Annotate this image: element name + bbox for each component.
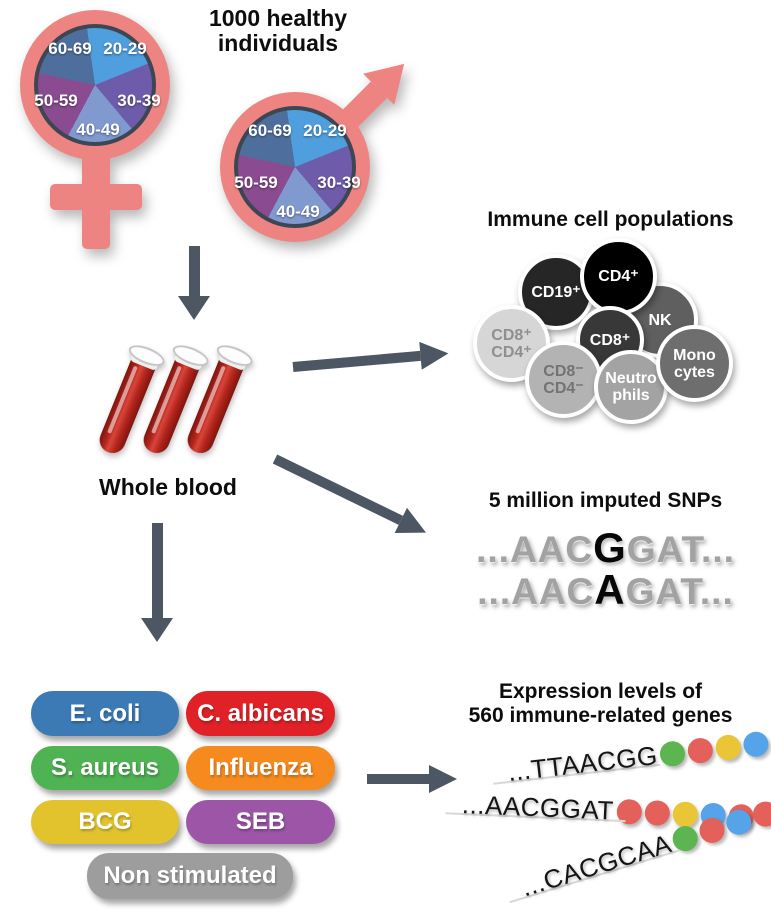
male-age-pie-chart	[234, 106, 356, 228]
expression-sequence: ...AACGGAT	[461, 788, 615, 826]
expression-dot-yellow	[714, 733, 743, 761]
stimulus-ecoli: E. coli	[31, 691, 179, 736]
cell-label-line2: CD4⁻	[543, 379, 584, 397]
expression-sequence: ...TTAACGG	[506, 739, 660, 787]
stimulus-label: C. albicans	[197, 699, 324, 727]
arrow-head	[178, 296, 210, 320]
stimulus-label: S. aureus	[50, 754, 160, 781]
arrow-down-blood-to-stimuli-icon	[141, 523, 173, 642]
snp-seq-post: GAT...	[626, 529, 735, 570]
expression-dot-blue	[723, 806, 755, 838]
stimulus-bcg: BCG	[31, 800, 179, 844]
cell-label-line1: Neutro	[605, 370, 657, 387]
arrow-shaft	[367, 774, 429, 784]
stimulus-label: Non stimulated	[103, 862, 277, 889]
immune-populations-title: Immune cell populations	[487, 208, 734, 231]
expression-sequence: ...CACGCAA	[517, 827, 675, 902]
arrow-head	[141, 618, 173, 642]
expression-dot-red	[686, 736, 715, 764]
cell-label: NK	[648, 311, 672, 329]
stimulus-s-aureus: S. aureus	[31, 746, 179, 790]
cell-label-line1: Mono	[673, 346, 716, 364]
expression-dot-green	[669, 822, 701, 854]
cell-label-line1: CD8⁺	[491, 326, 532, 344]
female-pie-label-50-59: 50-59	[34, 91, 78, 110]
cell-monocytes: Mono cytes	[656, 325, 733, 402]
female-pie-label-30-39: 30-39	[117, 91, 161, 110]
arrow-shaft	[188, 246, 200, 296]
arrow-right-stimuli-to-expression-icon	[367, 765, 457, 793]
cell-cd4: CD4⁺	[580, 238, 657, 315]
female-pie-label-40-49: 40-49	[76, 120, 120, 139]
snp-variant-letter: G	[593, 524, 627, 571]
arrow-shaft	[151, 523, 163, 618]
arrow-head	[394, 507, 433, 546]
male-pie-label-20-29: 20-29	[303, 121, 347, 140]
stimulus-label: Influenza	[208, 754, 313, 781]
snp-variant-letter: A	[594, 566, 626, 613]
cell-cd8neg-cd4neg: CD8⁻ CD4⁻	[525, 341, 602, 418]
male-pie-label-60-69: 60-69	[248, 121, 292, 140]
expression-dot-green	[659, 739, 687, 768]
cell-label: CD19⁺	[531, 283, 581, 301]
male-pie-label-50-59: 50-59	[234, 173, 278, 192]
arrow-head	[429, 765, 457, 793]
expression-strand-row: ...TTAACGG	[493, 725, 771, 787]
male-pie-label-40-49: 40-49	[276, 202, 320, 221]
snps-title: 5 million imputed SNPs	[488, 489, 723, 512]
cohort-title: 1000 healthy individuals	[158, 6, 398, 56]
expression-dot-blue	[742, 729, 771, 758]
female-pie-label-60-69: 60-69	[48, 39, 92, 58]
snp-seq-post: GAT...	[625, 571, 734, 612]
cohort-title-line2: individuals	[217, 30, 339, 56]
arrow-diagonal-blood-to-snps-icon	[269, 446, 433, 546]
cell-label-line2: cytes	[674, 363, 715, 381]
cell-label-line2: CD4⁺	[491, 343, 532, 361]
expression-title-line1: Expression levels of	[498, 680, 703, 703]
arrow-shaft	[292, 350, 421, 372]
arrow-down-cohort-to-blood-icon	[178, 246, 210, 320]
stimulus-label: SEB	[235, 808, 286, 835]
male-symbol-icon: 20-29 30-39 40-49 50-59 60-69	[220, 48, 430, 262]
stimulus-non-stimulated: Non stimulated	[87, 853, 293, 899]
stimulus-seb: SEB	[186, 800, 335, 844]
cell-label: CD8⁺	[589, 331, 631, 349]
arrow-right-blood-to-cells-icon	[292, 339, 450, 380]
stimulus-c-albicans: C. albicans	[186, 691, 335, 736]
arrow-head	[419, 339, 450, 370]
cell-label: CD4⁺	[598, 268, 639, 285]
snp-sequence-row: ...AACAGAT...	[440, 566, 771, 614]
stimulus-label: BCG	[78, 808, 132, 835]
cell-label-line2: phils	[612, 387, 650, 404]
stimulus-influenza: Influenza	[186, 746, 335, 790]
cohort-title-line1: 1000 healthy	[208, 5, 348, 31]
female-age-pie-chart	[34, 24, 156, 146]
female-symbol-icon: 20-29 30-39 40-49 50-59 60-69	[20, 10, 190, 260]
female-pie-label-20-29: 20-29	[103, 39, 147, 58]
female-cross-horizontal	[50, 184, 142, 210]
expression-title: Expression levels of 560 immune-related …	[430, 680, 771, 728]
snp-seq-pre: ...AAC	[477, 571, 595, 612]
expression-dot-red	[696, 814, 728, 846]
stimulus-label: E. coli	[69, 699, 141, 727]
whole-blood-label: Whole blood	[99, 474, 237, 500]
expression-dot-red	[644, 799, 671, 826]
snp-sequence-row: ...AACGGAT...	[440, 524, 771, 572]
cell-label-line1: CD8⁻	[543, 362, 584, 380]
arrow-shaft	[272, 454, 404, 525]
blood-tubes-icon	[95, 338, 285, 473]
expression-dot-red	[750, 797, 771, 830]
expression-title-line2: 560 immune-related genes	[468, 704, 733, 727]
male-pie-label-30-39: 30-39	[317, 173, 361, 192]
snp-seq-pre: ...AAC	[476, 529, 594, 570]
